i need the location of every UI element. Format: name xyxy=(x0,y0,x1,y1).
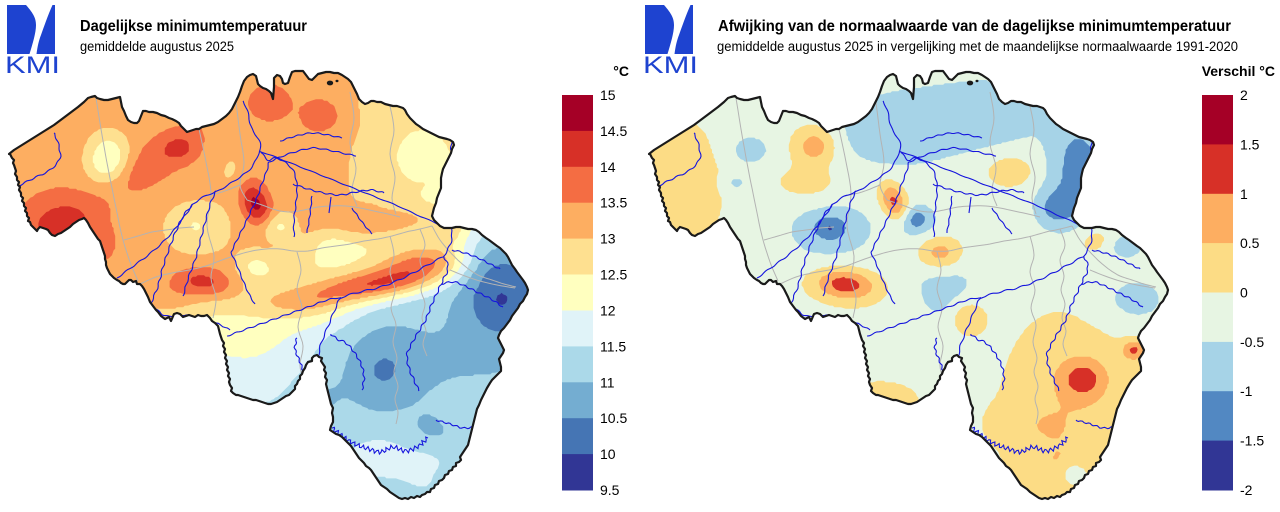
svg-text:KMI: KMI xyxy=(5,52,60,79)
svg-text:1: 1 xyxy=(1240,186,1248,202)
svg-text:-2: -2 xyxy=(1240,482,1253,498)
svg-text:°C: °C xyxy=(613,63,629,79)
svg-text:-1: -1 xyxy=(1240,383,1253,399)
svg-text:1.5: 1.5 xyxy=(1240,136,1260,152)
svg-text:KMI: KMI xyxy=(643,52,698,79)
svg-text:gemiddelde augustus 2025: gemiddelde augustus 2025 xyxy=(80,39,234,54)
svg-text:12.5: 12.5 xyxy=(600,267,627,283)
svg-text:12: 12 xyxy=(600,303,616,319)
svg-text:13: 13 xyxy=(600,231,616,247)
svg-text:Dagelijkse minimumtemperatuur: Dagelijkse minimumtemperatuur xyxy=(80,18,307,35)
svg-text:gemiddelde augustus 2025 in ve: gemiddelde augustus 2025 in vergelijking… xyxy=(717,39,1238,54)
svg-text:14.5: 14.5 xyxy=(600,123,627,139)
svg-text:11: 11 xyxy=(600,374,615,390)
svg-text:10: 10 xyxy=(600,446,616,462)
svg-text:0: 0 xyxy=(1240,285,1248,301)
svg-text:2: 2 xyxy=(1240,87,1248,103)
svg-text:11.5: 11.5 xyxy=(600,338,626,354)
svg-text:Verschil °C: Verschil °C xyxy=(1202,63,1275,79)
svg-text:Afwijking van de normaalwaarde: Afwijking van de normaalwaarde van de da… xyxy=(718,18,1231,35)
svg-text:15: 15 xyxy=(600,87,616,103)
svg-text:0.5: 0.5 xyxy=(1240,235,1260,251)
svg-text:9.5: 9.5 xyxy=(600,482,620,498)
svg-text:-1.5: -1.5 xyxy=(1240,433,1264,449)
svg-text:-0.5: -0.5 xyxy=(1240,334,1264,350)
svg-text:10.5: 10.5 xyxy=(600,410,627,426)
svg-text:14: 14 xyxy=(600,159,616,175)
svg-text:13.5: 13.5 xyxy=(600,195,627,211)
